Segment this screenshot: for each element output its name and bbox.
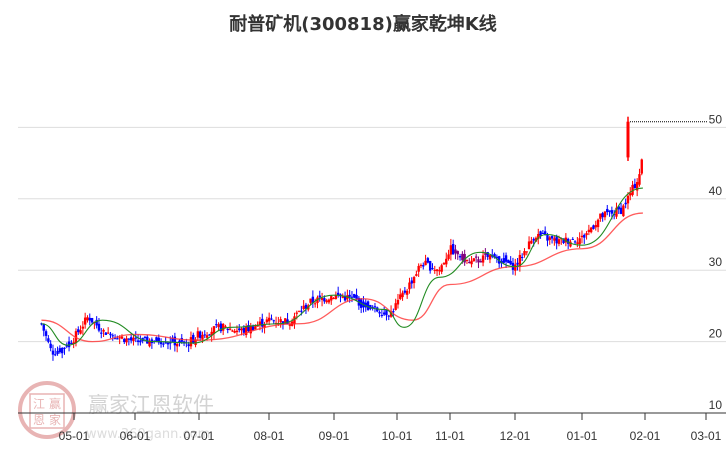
candlesticks bbox=[40, 116, 643, 361]
svg-text:恩: 恩 bbox=[33, 413, 45, 427]
x-tick-label: 11-01 bbox=[435, 429, 465, 443]
grid-lines: 10 20 30 40 50 bbox=[18, 112, 726, 412]
x-tick-label: 10-01 bbox=[382, 429, 413, 443]
x-tick-label: 12-01 bbox=[500, 429, 531, 443]
svg-text:赢: 赢 bbox=[49, 396, 61, 411]
moving-averages bbox=[41, 187, 643, 346]
x-tick-label: 05-01 bbox=[59, 429, 90, 443]
x-tick-label: 03-01 bbox=[691, 429, 722, 443]
x-tick-label: 02-01 bbox=[630, 429, 661, 443]
x-tick-label: 08-01 bbox=[254, 429, 285, 443]
y-tick-label: 50 bbox=[709, 112, 723, 126]
y-tick-label: 40 bbox=[709, 184, 723, 198]
long-ma-line bbox=[41, 212, 643, 343]
chart-title: 耐普矿机(300818)赢家乾坤K线 bbox=[229, 14, 497, 35]
svg-text:家: 家 bbox=[49, 412, 61, 427]
x-tick-label: 09-01 bbox=[319, 429, 350, 443]
seal-icon bbox=[18, 381, 76, 439]
short-ma-line bbox=[41, 187, 643, 346]
axes: 05-01 06-01 07-01 08-01 09-01 10-01 11-01 12-01… bbox=[18, 121, 726, 443]
svg-text:江: 江 bbox=[33, 397, 45, 411]
y-tick-label: 10 bbox=[709, 398, 723, 412]
y-tick-label: 20 bbox=[709, 327, 723, 341]
x-tick-label: 07-01 bbox=[184, 429, 215, 443]
watermark-url: www.360gann.com bbox=[86, 427, 210, 442]
y-tick-label: 30 bbox=[709, 255, 723, 269]
x-tick-label: 01-01 bbox=[567, 429, 598, 443]
x-tick-label: 06-01 bbox=[120, 429, 151, 443]
